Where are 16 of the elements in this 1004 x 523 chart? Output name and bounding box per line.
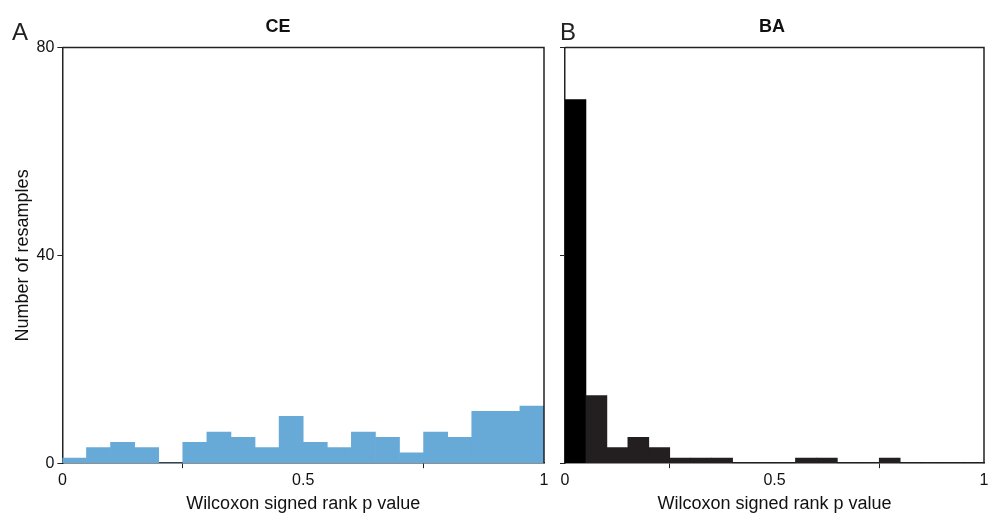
x-tick-label: 1 [539, 471, 549, 489]
x-tick-label: 0.5 [292, 471, 315, 489]
y-tick-label: 40 [36, 245, 55, 263]
x-tick-label: 0.5 [763, 471, 786, 489]
y-tick-label: 80 [36, 38, 55, 56]
x-tick-label: 1 [979, 471, 989, 489]
chart-title: CE [265, 15, 291, 36]
text: B [560, 18, 577, 46]
x-axis-title: Wilcoxon signed rank p value [186, 493, 421, 514]
x-axis-title: Wilcoxon signed rank p value [657, 493, 892, 514]
chart-title: BA [759, 15, 785, 36]
text: A [12, 18, 29, 46]
x-tick-label: 0 [560, 471, 570, 489]
y-tick-label: 0 [45, 453, 55, 471]
x-tick-label: 0 [57, 471, 67, 489]
y-axis-title: Number of resamples [11, 169, 32, 342]
